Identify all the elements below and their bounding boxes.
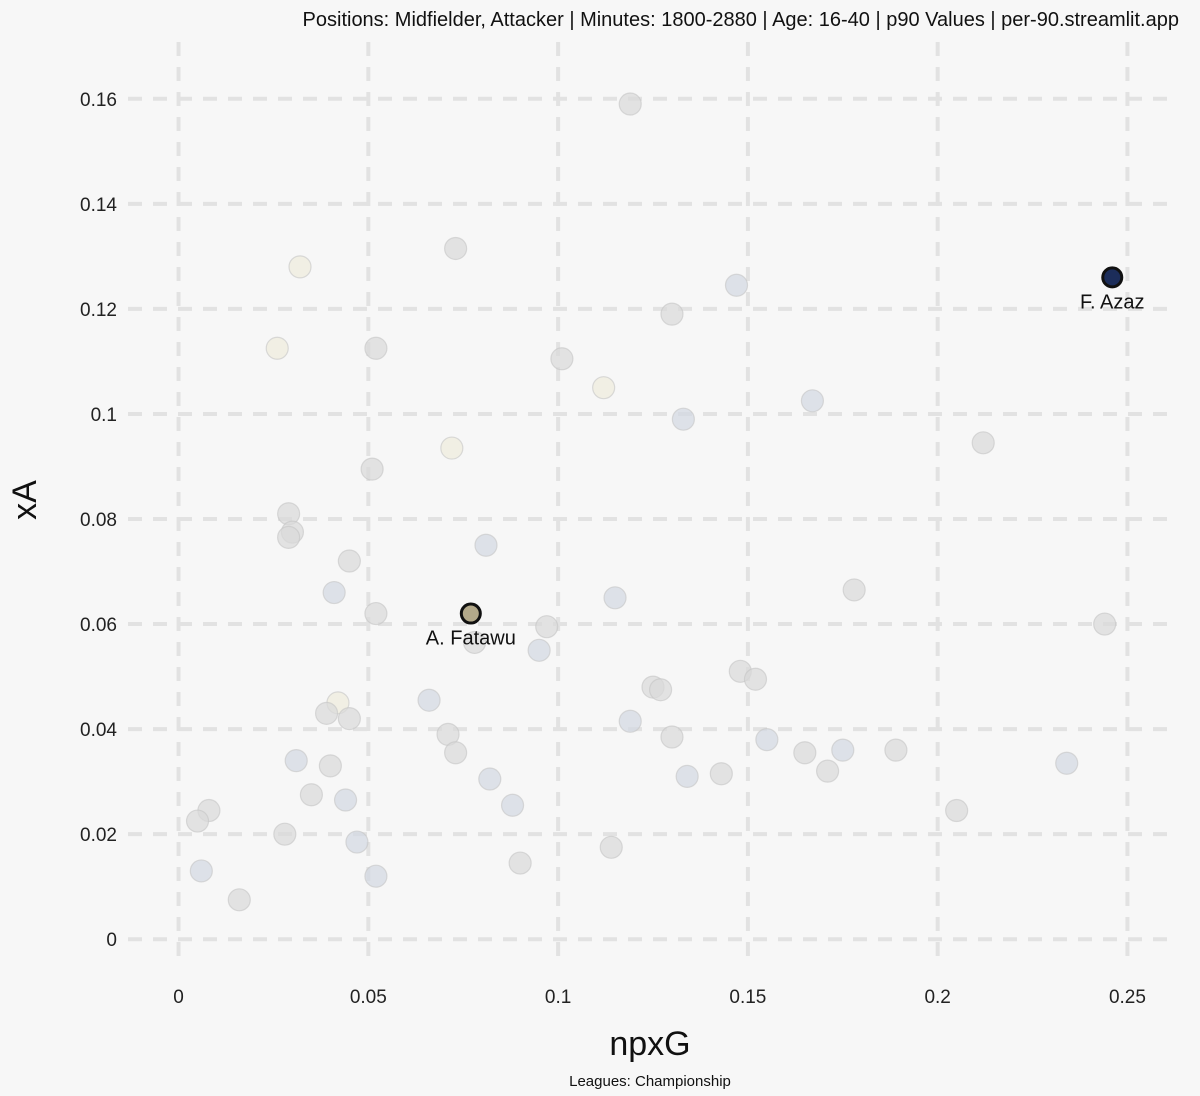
scatter-point bbox=[333, 788, 358, 812]
highlight-point bbox=[459, 602, 482, 625]
scatter-point bbox=[724, 273, 749, 297]
scatter-point bbox=[500, 793, 525, 817]
scatter-point bbox=[755, 728, 779, 752]
y-tick-label: 0.16 bbox=[80, 90, 117, 111]
y-tick-label: 0.08 bbox=[80, 510, 117, 531]
axis-ticks: 0 0.05 0.1 0.15 0.2 0.25 0 0.02 0.04 0.06 0.08 0.1 0… bbox=[80, 90, 1146, 1008]
scatter-point bbox=[478, 767, 502, 791]
scatter-point bbox=[550, 347, 574, 371]
scatter-point bbox=[842, 578, 866, 602]
scatter-point bbox=[360, 457, 384, 481]
x-tick-label: 0.15 bbox=[729, 987, 766, 1008]
scatter-point bbox=[945, 798, 969, 823]
scatter-point bbox=[675, 764, 699, 788]
scatter-point bbox=[322, 580, 346, 605]
y-axis-label: xA bbox=[6, 480, 44, 520]
scatter-point bbox=[618, 92, 642, 116]
scatter-point bbox=[364, 601, 388, 626]
x-tick-label: 0.2 bbox=[924, 987, 950, 1008]
scatter-point bbox=[815, 759, 840, 783]
x-tick-label: 0 bbox=[173, 987, 184, 1008]
scatter-point bbox=[831, 738, 855, 762]
scatter-point bbox=[660, 725, 684, 749]
scatter-point bbox=[444, 236, 468, 261]
scatter-point bbox=[800, 389, 825, 413]
highlight-label: A. Fatawu bbox=[426, 628, 516, 650]
scatter-point bbox=[618, 709, 642, 733]
scatter-point bbox=[265, 336, 289, 360]
x-tick-label: 0.25 bbox=[1109, 987, 1146, 1008]
y-tick-label: 0.06 bbox=[80, 615, 117, 636]
scatter-point bbox=[318, 754, 342, 778]
highlight-label: F. Azaz bbox=[1080, 291, 1144, 313]
scatter-point bbox=[345, 830, 369, 854]
scatter-point bbox=[314, 701, 339, 725]
scatter-point bbox=[364, 864, 388, 888]
y-tick-label: 0.14 bbox=[80, 195, 117, 216]
scatter-point bbox=[527, 638, 551, 662]
scatter-point bbox=[440, 436, 464, 460]
scatter-point bbox=[277, 525, 301, 549]
y-tick-label: 0.04 bbox=[80, 720, 117, 741]
scatter-point bbox=[1055, 751, 1079, 775]
scatter-point bbox=[660, 302, 684, 326]
data-points bbox=[185, 92, 1117, 912]
leagues-caption: Leagues: Championship bbox=[569, 1073, 731, 1090]
x-axis-label: npxG bbox=[609, 1025, 690, 1063]
x-tick-label: 0.1 bbox=[545, 987, 571, 1008]
scatter-point bbox=[337, 549, 361, 573]
scatter-point bbox=[474, 533, 498, 557]
scatter-point bbox=[227, 888, 251, 912]
scatter-point bbox=[671, 407, 695, 431]
scatter-point bbox=[299, 783, 323, 807]
scatter-point bbox=[364, 336, 388, 360]
scatter-point bbox=[508, 851, 532, 875]
scatter-point bbox=[592, 376, 616, 400]
highlighted-points: A. Fatawu F. Azaz bbox=[426, 266, 1145, 650]
scatter-point bbox=[185, 809, 210, 833]
scatter-point bbox=[463, 630, 487, 655]
scatter-point bbox=[793, 741, 817, 765]
scatter-point bbox=[288, 255, 312, 279]
scatter-point bbox=[599, 835, 623, 859]
scatter-point bbox=[284, 749, 308, 773]
scatter-point bbox=[337, 707, 361, 731]
scatter-point bbox=[189, 859, 213, 883]
scatter-point bbox=[971, 431, 995, 455]
scatter-point bbox=[603, 586, 627, 610]
scatter-point bbox=[743, 667, 768, 691]
chart-title: Positions: Midfielder, Attacker | Minute… bbox=[303, 9, 1179, 31]
scatter-point bbox=[709, 762, 733, 786]
scatter-point bbox=[535, 615, 559, 639]
scatter-point bbox=[444, 741, 468, 765]
y-tick-label: 0 bbox=[106, 930, 117, 951]
x-tick-label: 0.05 bbox=[350, 987, 387, 1008]
scatter-point bbox=[884, 738, 908, 762]
scatter-point bbox=[417, 688, 441, 712]
scatter-point bbox=[648, 678, 673, 702]
highlight-point bbox=[1101, 266, 1124, 289]
scatter-point bbox=[1093, 612, 1117, 636]
scatter-point bbox=[273, 822, 297, 846]
grid bbox=[128, 42, 1178, 964]
y-tick-label: 0.12 bbox=[80, 300, 117, 321]
y-tick-label: 0.02 bbox=[80, 825, 117, 846]
y-tick-label: 0.1 bbox=[91, 405, 117, 426]
